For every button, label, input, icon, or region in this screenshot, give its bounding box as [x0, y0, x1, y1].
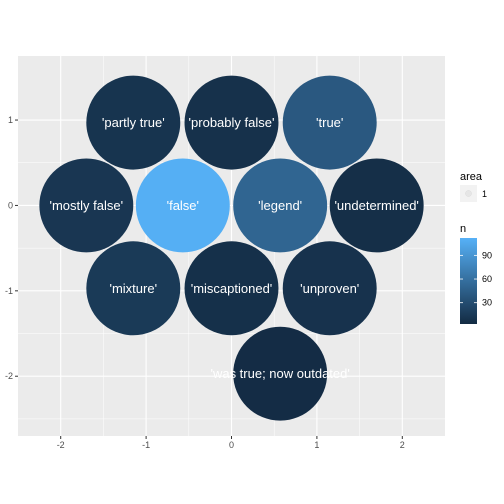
- x-tick-label: -1: [142, 440, 150, 450]
- bubble-label: 'probably false': [189, 115, 275, 130]
- bubble: [233, 158, 328, 253]
- colorbar-label: 90: [482, 250, 492, 260]
- y-tick-label: -1: [5, 286, 13, 296]
- bubble-label: 'legend': [258, 198, 302, 213]
- legend-area-title: area: [460, 171, 483, 183]
- bubble-label: 'true': [316, 115, 343, 130]
- colorbar-label: 60: [482, 274, 492, 284]
- legend-n-colorbar: [460, 238, 477, 324]
- bubble: [39, 158, 134, 253]
- legend: area 1 n 90 60 30: [460, 171, 492, 324]
- bubble: [184, 75, 279, 170]
- x-axis: -2 -1 0 1 2: [57, 436, 405, 450]
- legend-n-title: n: [460, 223, 466, 235]
- y-tick-label: 0: [8, 200, 13, 210]
- bubble: [86, 75, 181, 170]
- bubble: [282, 75, 377, 170]
- bubbles: 'partly true' 'probably false' 'true' 'most…: [39, 75, 424, 421]
- bubble: [233, 326, 328, 421]
- bubble-label: 'partly true': [102, 115, 165, 130]
- y-tick-label: -2: [5, 371, 13, 381]
- colorbar-label: 30: [482, 298, 492, 308]
- bubble-label: 'miscaptioned': [191, 281, 273, 296]
- x-tick-label: -2: [57, 440, 65, 450]
- bubble: [329, 158, 424, 253]
- y-tick-label: 1: [8, 115, 13, 125]
- bubble-label: 'false': [167, 198, 199, 213]
- bubble-label: 'mostly false': [50, 198, 124, 213]
- y-axis: 1 0 -1 -2: [5, 115, 18, 381]
- bubble-label: 'undetermined': [334, 198, 418, 213]
- bubble: [184, 241, 279, 336]
- bubble-label: 'was true; now outdated': [210, 366, 349, 381]
- bubble: [86, 241, 181, 336]
- x-tick-label: 2: [400, 440, 405, 450]
- bubble-label: 'unproven': [300, 281, 359, 296]
- bubble: [282, 241, 377, 336]
- legend-n-ticks: 90 60 30: [460, 250, 492, 308]
- legend-area-label: 1: [482, 189, 487, 199]
- bubble-label: 'mixture': [109, 281, 157, 296]
- x-tick-label: 1: [314, 440, 319, 450]
- bubble: [135, 158, 230, 253]
- legend-area-symbol: [465, 190, 472, 197]
- x-tick-label: 0: [229, 440, 234, 450]
